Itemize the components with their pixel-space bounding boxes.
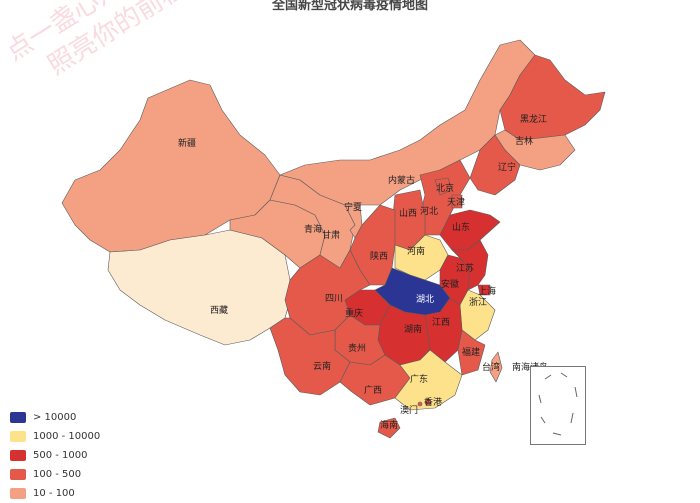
- province-beijing[interactable]: [434, 177, 453, 196]
- legend-swatch: [10, 411, 26, 423]
- label-shanxi: 山西: [399, 208, 417, 219]
- legend-label: 100 - 500: [33, 468, 82, 480]
- label-hongkong: 香港: [424, 396, 442, 408]
- label-chongqing: 重庆: [345, 307, 363, 319]
- label-ningxia: 宁夏: [344, 201, 362, 213]
- province-hainan[interactable]: [377, 417, 401, 439]
- south-china-sea-inset: [530, 366, 586, 445]
- label-guangxi: 广西: [364, 384, 382, 396]
- legend-item[interactable]: 100 - 500: [10, 465, 100, 483]
- legend: > 10000 1000 - 10000 500 - 1000 100 - 50…: [10, 408, 100, 503]
- label-neimenggu: 内蒙古: [388, 174, 415, 186]
- label-taiwan: 台湾: [482, 361, 500, 373]
- label-anhui: 安徽: [441, 278, 459, 290]
- label-macau: 澳门: [400, 404, 418, 416]
- label-shaanxi: 陕西: [370, 250, 388, 262]
- label-hubei: 湖北: [416, 294, 434, 305]
- province-macau[interactable]: [417, 401, 423, 407]
- label-shandong: 山东: [452, 221, 470, 233]
- label-qinghai: 青海: [304, 223, 322, 235]
- label-beijing: 北京: [436, 182, 454, 194]
- legend-item[interactable]: 500 - 1000: [10, 446, 100, 464]
- province-guangdong[interactable]: [394, 349, 463, 411]
- label-sichuan: 四川: [325, 294, 343, 304]
- label-jiangxi: 江西: [432, 317, 450, 328]
- label-yunnan: 云南: [313, 360, 331, 372]
- legend-item[interactable]: 10 - 100: [10, 484, 100, 502]
- label-hebei: 河北: [420, 205, 438, 217]
- legend-item[interactable]: 1000 - 10000: [10, 427, 100, 445]
- label-liaoning: 辽宁: [498, 161, 516, 173]
- label-heilongjiang: 黑龙江: [520, 113, 547, 125]
- legend-label: 10 - 100: [33, 487, 75, 499]
- label-fujian: 福建: [462, 346, 480, 358]
- label-gansu: 甘肃: [322, 229, 340, 241]
- label-xinjiang: 新疆: [178, 137, 196, 149]
- province-taiwan[interactable]: [489, 351, 503, 383]
- province-tianjin[interactable]: [451, 194, 463, 209]
- legend-label: 500 - 1000: [33, 449, 88, 461]
- province-hongkong[interactable]: [424, 398, 432, 406]
- label-jiangsu: 江苏: [456, 262, 474, 274]
- province-jiangsu[interactable]: [451, 239, 489, 291]
- south-china-sea-islands: [538, 372, 578, 436]
- legend-swatch: [10, 487, 26, 499]
- label-shanghai: 上海: [478, 285, 496, 297]
- label-xizang: 西藏: [210, 304, 228, 316]
- province-shanghai[interactable]: [477, 284, 491, 296]
- legend-swatch: [10, 468, 26, 480]
- legend-swatch: [10, 449, 26, 461]
- label-zhejiang: 浙江: [469, 296, 487, 308]
- label-hunan: 湖南: [404, 323, 422, 335]
- label-jilin: 吉林: [515, 135, 533, 147]
- province-liaoning[interactable]: [469, 134, 521, 196]
- legend-label: 1000 - 10000: [33, 430, 101, 442]
- label-guizhou: 贵州: [348, 342, 366, 354]
- legend-item[interactable]: > 10000: [10, 408, 100, 426]
- legend-swatch: [10, 430, 26, 442]
- label-tianjin: 天津: [447, 197, 465, 208]
- map-title: 全国新型冠状病毒疫情地图: [271, 0, 428, 13]
- label-hainan: 海南: [380, 419, 398, 431]
- legend-label: > 10000: [33, 411, 77, 423]
- label-henan: 河南: [407, 245, 425, 257]
- label-guangdong: 广东: [410, 373, 428, 385]
